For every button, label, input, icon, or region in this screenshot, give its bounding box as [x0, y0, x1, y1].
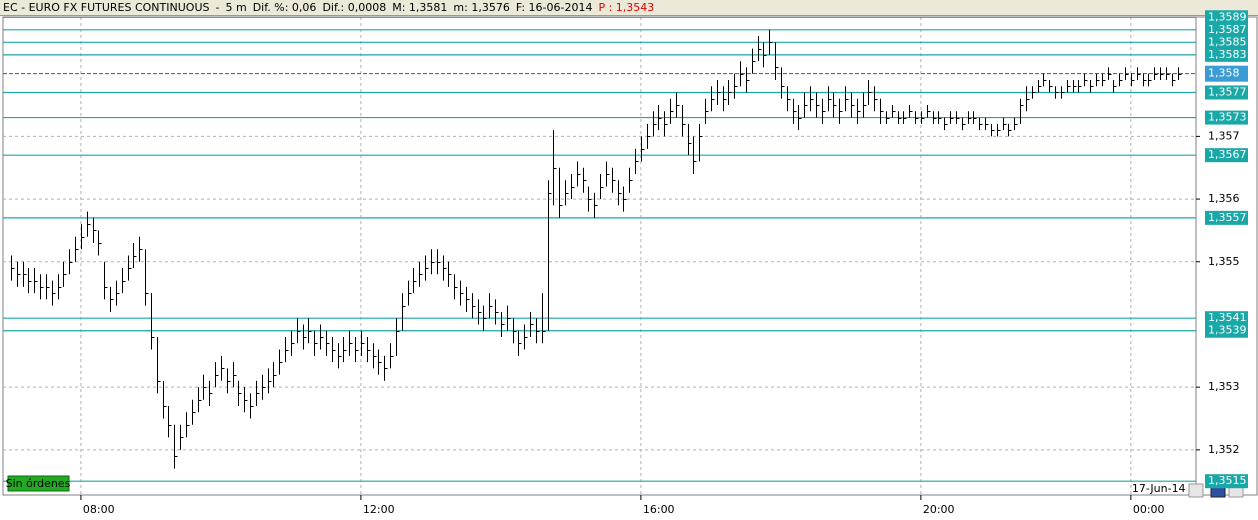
price-text: P : 1,3543 — [598, 1, 655, 14]
last-price-box — [1205, 65, 1248, 82]
icon-refresh[interactable] — [1188, 483, 1204, 498]
level-box — [1205, 210, 1248, 225]
header-text: F: 16-06-2014 — [515, 1, 593, 14]
y-tick-label: 1,355 — [1208, 255, 1240, 268]
orders-label: Sin órdenes — [6, 477, 71, 490]
last-price-label: 1,358 — [1208, 67, 1240, 80]
level-label: 1,3539 — [1208, 324, 1247, 337]
header-text: m: 1,3576 — [453, 1, 510, 14]
level-label: 1,3567 — [1208, 148, 1247, 161]
plot-layer — [3, 17, 1196, 495]
level-label: 1,3541 — [1208, 311, 1247, 324]
header-text: - — [215, 1, 220, 14]
level-label: 1,3589 — [1208, 10, 1247, 23]
x-tick-label: 20:00 — [923, 503, 955, 516]
header-text: Dif.: 0,0008 — [322, 1, 387, 14]
x-tick-label: 12:00 — [363, 503, 395, 516]
level-box — [1205, 311, 1248, 326]
x-tick-label: 16:00 — [643, 503, 675, 516]
level-label: 1,3557 — [1208, 211, 1247, 224]
header-text: EC - EURO FX FUTURES CONTINUOUS — [3, 1, 210, 14]
level-box — [1205, 474, 1248, 489]
y-tick-label: 1,357 — [1208, 129, 1240, 142]
session-label: 17-Jun-14 — [1132, 482, 1186, 495]
header-text: M: 1,3581 — [392, 1, 448, 14]
level-label: 1,3515 — [1208, 474, 1247, 487]
header-text: 5 m — [225, 1, 247, 14]
level-label: 1,3573 — [1208, 111, 1247, 124]
level-label: 1,3587 — [1208, 23, 1247, 36]
y-tick-label: 1,352 — [1208, 443, 1240, 456]
level-box — [1205, 22, 1248, 37]
level-box — [1205, 110, 1248, 125]
level-box — [1205, 323, 1248, 338]
x-tick-label: 00:00 — [1133, 503, 1165, 516]
x-tick-label: 08:00 — [83, 503, 115, 516]
level-label: 1,3583 — [1208, 48, 1247, 61]
level-box — [1205, 10, 1248, 25]
level-box — [1205, 35, 1248, 50]
level-box — [1205, 85, 1248, 100]
y-tick-label: 1,353 — [1208, 380, 1240, 393]
level-box — [1205, 148, 1248, 163]
orders-badge — [7, 475, 70, 492]
level-box — [1205, 47, 1248, 62]
header-text: Dif. %: 0,06 — [252, 1, 317, 14]
level-label: 1,3577 — [1208, 85, 1247, 98]
plot-frame — [2, 16, 1197, 496]
level-label: 1,3585 — [1208, 35, 1247, 48]
header-bar: EC - EURO FX FUTURES CONTINUOUS -5 m Dif. … — [0, 0, 1258, 16]
y-tick-label: 1,356 — [1208, 192, 1240, 205]
